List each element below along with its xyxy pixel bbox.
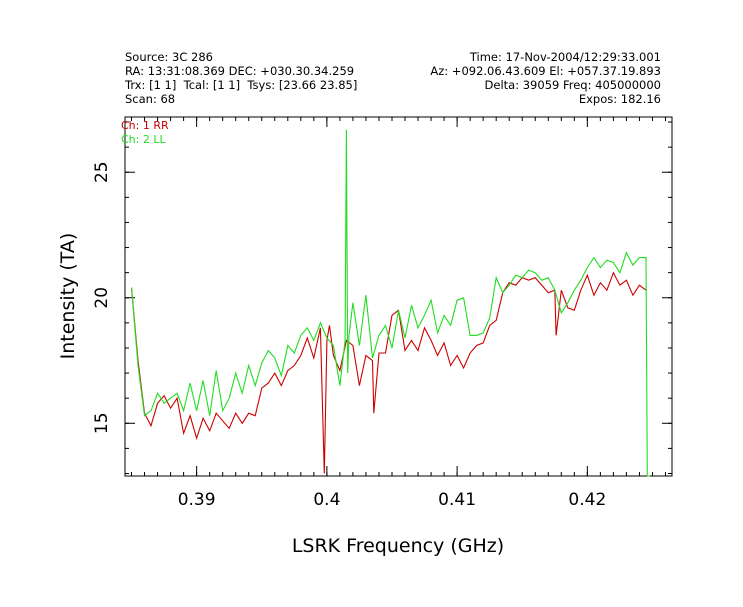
header-time: Time: 17-Nov-2004/12:29:33.001 [469,50,661,64]
x-tick-label: 0.39 [178,490,216,510]
header-ra-dec: RA: 13:31:08.369 DEC: +030.30.34.259 [125,64,355,78]
legend-rr: Ch: 1 RR [121,119,169,132]
header-az-el: Az: +092.06.43.609 El: +057.37.19.893 [430,64,661,78]
series-line-ll [130,129,650,477]
x-tick-label: 0.41 [438,490,476,510]
y-axis-label: Intensity (TA) [57,233,79,360]
header-source: Source: 3C 286 [125,50,213,64]
series-line-rr [130,271,647,474]
x-axis-label: LSRK Frequency (GHz) [292,535,504,557]
header-trx: Trx: [1 1] Tcal: [1 1] Tsys: [23.66 23.8… [125,78,358,92]
header-scan: Scan: 68 [125,92,176,106]
y-tick-label: 25 [92,161,112,183]
y-tick-label: 20 [92,287,112,309]
x-tick-label: 0.42 [568,490,606,510]
header-delta-freq: Delta: 39059 Freq: 405000000 [484,78,661,92]
x-tick-label: 0.4 [313,490,340,510]
header-expos: Expos: 182.16 [578,92,661,106]
legend-ll: Ch: 2 LL [121,133,166,146]
y-tick-label: 15 [92,412,112,434]
plot-frame [124,116,673,477]
